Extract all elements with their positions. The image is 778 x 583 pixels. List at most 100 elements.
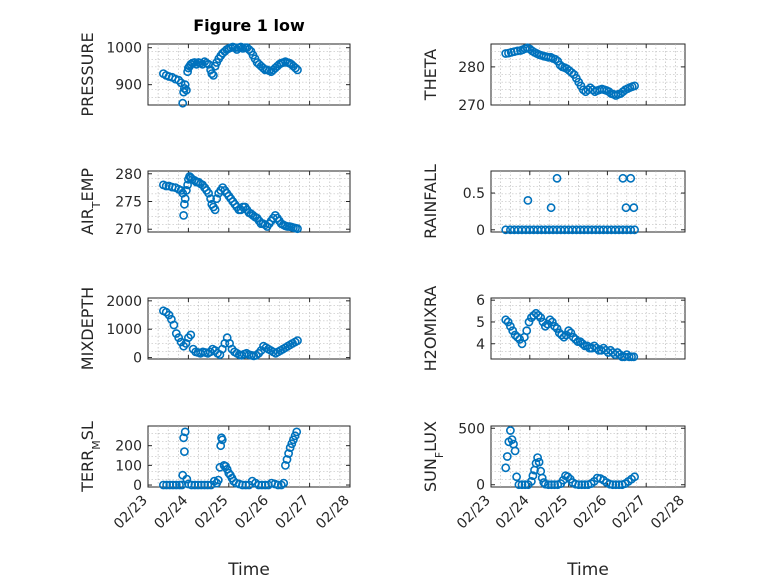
y-axis-label: AIRTEMP (78, 168, 103, 235)
data-point (501, 315, 511, 325)
x-tick-label: 02/26 (570, 492, 610, 532)
y-tick-label: 275 (115, 195, 142, 211)
data-point (174, 333, 184, 343)
y-tick-label: 270 (115, 222, 142, 238)
data-point (604, 87, 614, 97)
grid (148, 426, 350, 487)
x-tick-label: 02/23 (454, 493, 494, 533)
data-point (514, 480, 524, 490)
series-rainfall (501, 173, 639, 235)
data-point (179, 210, 188, 220)
data-point (552, 324, 562, 333)
data-point (179, 199, 189, 209)
data-point (291, 63, 300, 73)
subplot-pressure: 900 1000 PRESSURE (78, 32, 351, 117)
y-tick-label: 0 (133, 351, 142, 367)
data-point (190, 58, 199, 67)
y-tick-label: 900 (115, 78, 142, 94)
data-point (181, 85, 191, 95)
data-point (171, 480, 181, 490)
grid (491, 426, 685, 487)
data-point (534, 457, 544, 467)
data-point (578, 339, 587, 349)
data-point (580, 480, 590, 490)
data-point (183, 67, 192, 77)
data-point (551, 54, 560, 64)
data-point (181, 185, 191, 195)
data-point (522, 326, 532, 336)
x-tick-label: 02/28 (313, 493, 353, 533)
subplot-rainfall: 0 0.5 RAINFALL (421, 164, 686, 239)
series-theta (501, 43, 639, 100)
x-tick-label: 02/25 (532, 493, 572, 533)
data-point (575, 337, 585, 346)
data-point (567, 68, 577, 77)
data-point (559, 332, 569, 342)
data-point (614, 480, 624, 490)
y-tick-label: 500 (458, 421, 485, 437)
y-axis-label: TERRMSL (78, 421, 103, 493)
data-point (279, 478, 289, 488)
series-mixdepth (158, 306, 302, 361)
y-tick-label: 1000 (106, 41, 142, 57)
y-tick-label: 0.5 (463, 186, 485, 202)
x-tick-label: 02/28 (648, 493, 688, 533)
subplot-mixdepth: 0 1000 2000 MIXDEPTH (78, 287, 351, 370)
series-h2omixra (501, 308, 639, 362)
data-point (241, 480, 251, 490)
data-point (630, 81, 639, 91)
y-axis-label: PRESSURE (78, 32, 97, 116)
data-point (244, 45, 254, 54)
data-point (212, 194, 222, 204)
data-point (626, 225, 636, 235)
data-point (626, 173, 636, 183)
y-tick-label: 4 (476, 337, 485, 353)
y-tick-label: 2000 (106, 294, 142, 310)
data-point (557, 330, 566, 340)
data-point (186, 330, 196, 340)
data-point (505, 321, 515, 331)
data-point (293, 224, 302, 234)
data-point (179, 433, 188, 443)
data-point (293, 336, 302, 345)
data-point (169, 320, 179, 330)
data-point (503, 317, 513, 327)
data-point (164, 310, 174, 320)
y-tick-label: 200 (115, 439, 142, 455)
grid (491, 171, 685, 232)
data-point (183, 180, 192, 190)
data-point (210, 205, 220, 215)
data-point (273, 480, 283, 490)
data-point (552, 173, 562, 183)
y-tick-label: 0 (476, 223, 485, 239)
data-point (533, 453, 542, 462)
data-point (280, 460, 290, 470)
y-tick-label: 280 (115, 167, 142, 183)
x-tick-label: 02/27 (273, 493, 313, 533)
x-axis-label-right: Time (566, 560, 609, 580)
grid (148, 44, 350, 105)
x-axis-label-left: Time (227, 560, 270, 580)
data-point (508, 326, 518, 336)
y-tick-label: 0 (133, 478, 142, 494)
data-point (527, 476, 536, 486)
data-point (613, 348, 622, 357)
data-point (206, 194, 215, 204)
data-point (563, 472, 573, 482)
data-point (536, 313, 546, 322)
data-point (547, 317, 557, 327)
data-point (608, 480, 618, 490)
data-point (507, 435, 517, 444)
data-point (546, 203, 556, 213)
y-tick-label: 0 (476, 478, 485, 494)
data-point (528, 471, 538, 481)
x-tick-label: 02/26 (232, 492, 272, 532)
data-point (510, 446, 520, 456)
y-tick-label: 280 (458, 60, 485, 76)
data-point (539, 478, 549, 487)
data-point (547, 480, 556, 490)
y-axis-label: MIXDEPTH (78, 287, 97, 370)
x-tick-label: 02/27 (609, 493, 649, 533)
data-point (545, 315, 555, 325)
